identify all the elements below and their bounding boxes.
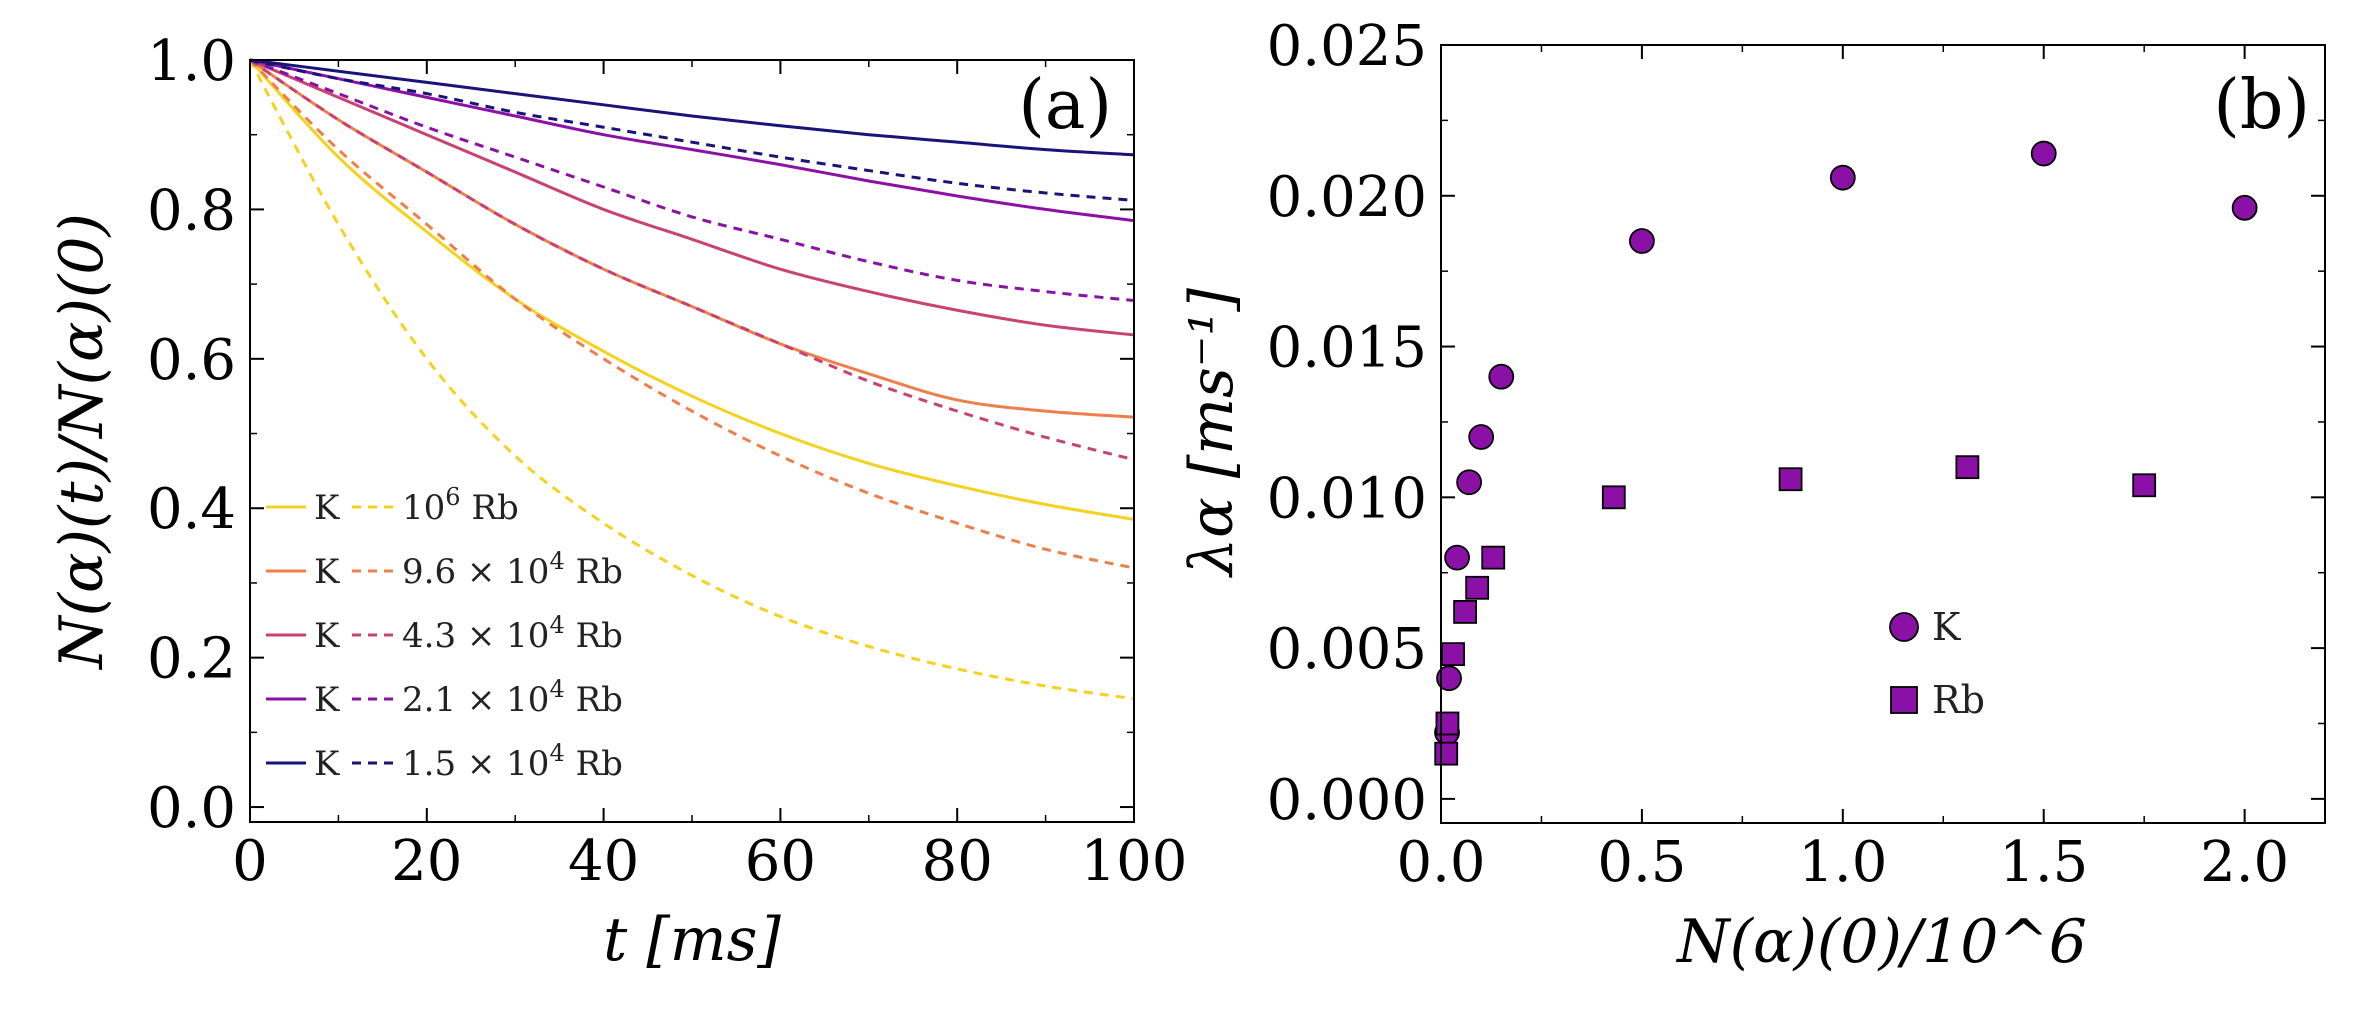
point-k	[1488, 363, 1515, 390]
point-k	[1456, 469, 1483, 496]
series-line-rb-3	[248, 58, 1135, 570]
panel-b-xtick-label: 2.0	[2200, 830, 2289, 895]
series-line-rb-1	[248, 59, 1135, 701]
panel-b: 0.0 0.5 1.0 1.5 2.0 0.000 0.005 0.010 0.015 0.020…	[1177, 14, 2326, 977]
legend-label-k: K	[1932, 605, 1961, 649]
panel-a-xtick-label: 60	[745, 829, 816, 894]
point-rb	[1601, 485, 1626, 510]
panel-a-xtick-label: 40	[568, 829, 639, 894]
panel-a-ylabel: N(α)(t)/N(α)(0)	[47, 213, 117, 671]
series-line-k-0	[248, 58, 1135, 521]
legend-label-rb: 4.3 × 104 Rb	[402, 611, 623, 656]
panel-b-legend: K Rb	[1889, 605, 1985, 722]
legend-marker-rb	[1890, 686, 1918, 714]
point-rb	[1481, 545, 1506, 570]
point-k	[1629, 228, 1655, 254]
series-line-rb-7	[249, 58, 1135, 303]
point-rb	[1441, 642, 1465, 667]
legend-label-k: K	[314, 680, 340, 720]
panel-a-xtick-label: 80	[922, 829, 993, 894]
series-line-k-8	[249, 58, 1135, 157]
point-k	[1468, 424, 1495, 450]
legend-label-rb: Rb	[1932, 678, 1985, 722]
panel-a-xlabel: t [ms]	[603, 905, 781, 975]
panel-b-label: (b)	[2213, 66, 2310, 145]
series-line-k-6	[249, 58, 1135, 223]
panel-b-ytick-label: 0.025	[1267, 14, 1427, 79]
panel-b-series	[1434, 140, 2258, 766]
panel-b-ytick-label: 0.015	[1267, 316, 1427, 381]
panel-b-xlabel: N(α)(0)/10^6	[1675, 907, 2087, 977]
point-rb	[2132, 473, 2157, 498]
point-rb	[1955, 455, 1980, 480]
point-rb	[1434, 741, 1459, 766]
series-line-rb-9	[249, 58, 1135, 202]
legend-label-rb: 9.6 × 104 Rb	[402, 547, 623, 592]
panel-b-xtick-label: 0.5	[1597, 830, 1686, 895]
panel-b-ytick-label: 0.010	[1267, 466, 1427, 531]
panel-b-frame	[1440, 44, 2326, 824]
point-k	[2030, 140, 2057, 167]
panel-b-tick-labels: 0.0 0.5 1.0 1.5 2.0 0.000 0.005 0.010 0.015 0.020…	[1267, 14, 2289, 895]
panel-b-xtick-label: 0.0	[1396, 830, 1485, 895]
series-line-rb-5	[249, 58, 1135, 462]
point-rb	[1453, 600, 1478, 624]
legend-label-k: K	[314, 488, 340, 528]
panel-a-ticks	[249, 59, 1135, 822]
panel-a: 0 20 40 60 80 100 0.0 0.2 0.4 0.6 0.8 1.0 (a) t [ms…	[47, 29, 1187, 975]
panel-b-ytick-label: 0.005	[1267, 617, 1427, 682]
panel-a-ytick-label: 0.0	[147, 776, 236, 841]
point-rb	[1778, 467, 1803, 492]
panel-a-ytick-label: 0.2	[147, 627, 236, 692]
legend-marker-k	[1889, 612, 1919, 642]
legend-label-rb: 1.5 × 104 Rb	[402, 739, 623, 784]
panel-a-ytick-label: 1.0	[147, 29, 236, 94]
panel-a-ytick-label: 0.8	[147, 178, 236, 243]
legend-label-k: K	[314, 552, 340, 592]
panel-b-ylabel: λα [ms⁻¹]	[1177, 287, 1247, 577]
panel-a-ytick-label: 0.4	[147, 477, 236, 542]
series-line-k-4	[249, 58, 1135, 337]
panel-a-frame	[249, 59, 1135, 823]
point-k	[2231, 194, 2258, 221]
panel-a-xtick-label: 100	[1081, 829, 1188, 894]
point-k	[1444, 544, 1470, 571]
panel-b-ticks	[1440, 44, 2325, 823]
panel-b-xtick-label: 1.5	[1999, 830, 2088, 895]
legend-label-k: K	[314, 616, 340, 656]
legend-label-k: K	[314, 744, 340, 784]
panel-a-label: (a)	[1018, 66, 1112, 145]
panel-b-ytick-label: 0.000	[1267, 768, 1427, 833]
point-rb	[1465, 575, 1490, 600]
panel-b-ytick-label: 0.020	[1267, 165, 1427, 230]
panel-a-series	[248, 58, 1135, 701]
panel-a-ytick-label: 0.6	[147, 328, 236, 393]
panel-a-xtick-label: 20	[391, 829, 462, 894]
point-k	[1436, 665, 1462, 692]
point-rb	[1435, 711, 1460, 736]
panel-a-tick-labels: 0 20 40 60 80 100 0.0 0.2 0.4 0.6 0.8 1.0	[147, 29, 1188, 894]
point-k	[1829, 164, 1856, 191]
panel-a-legend: K 106 Rb K 9.6 × 104 Rb K 4.3 × 104 Rb K 2.1 × …	[266, 483, 623, 784]
legend-label-rb: 106 Rb	[402, 483, 519, 528]
legend-label-rb: 2.1 × 104 Rb	[402, 675, 623, 720]
panel-a-xtick-label: 0	[232, 829, 268, 894]
panel-b-xtick-label: 1.0	[1798, 830, 1887, 895]
